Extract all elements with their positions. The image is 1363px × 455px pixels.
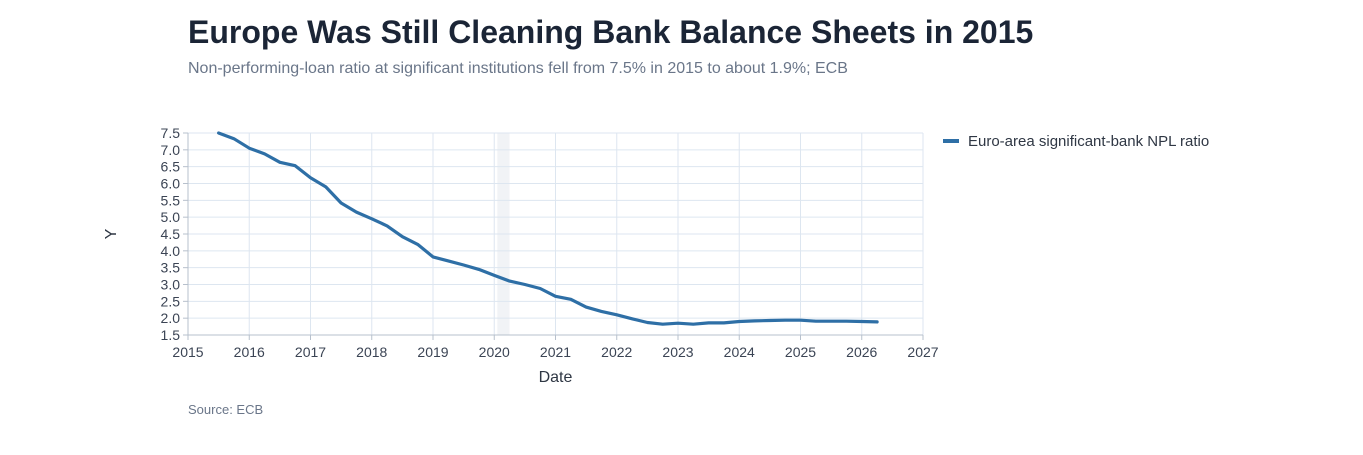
x-tick-label: 2015 xyxy=(172,344,203,360)
y-tick-label: 4.5 xyxy=(161,226,181,242)
y-tick-label: 6.0 xyxy=(161,176,181,192)
legend-label: Euro-area significant-bank NPL ratio xyxy=(968,133,1209,150)
x-tick-label: 2021 xyxy=(540,344,571,360)
y-tick-label: 5.0 xyxy=(161,209,181,225)
axes: 2015 2016 2017 2018 2019 2020 2021 2022 2023 2024… xyxy=(161,125,939,360)
series-layer xyxy=(217,131,879,326)
x-tick-label: 2020 xyxy=(479,344,510,360)
source-note: Source: ECB xyxy=(188,402,264,417)
x-tick-label: 2019 xyxy=(417,344,448,360)
x-tick-label: 2026 xyxy=(846,344,877,360)
legend[interactable]: Euro-area significant-bank NPL ratio xyxy=(943,133,1209,150)
x-tick-label: 2024 xyxy=(724,344,755,360)
y-axis-title: Y xyxy=(103,228,120,239)
y-tick-label: 7.0 xyxy=(161,142,181,158)
y-tick-label: 5.5 xyxy=(161,192,181,208)
y-tick-label: 3.0 xyxy=(161,277,181,293)
x-axis-title: Date xyxy=(539,369,573,386)
chart-subtitle: Non-performing-loan ratio at significant… xyxy=(188,60,848,77)
y-tick-label: 2.0 xyxy=(161,310,181,326)
x-tick-label: 2027 xyxy=(907,344,938,360)
y-tick-label: 1.5 xyxy=(161,327,181,343)
series-line-0 xyxy=(217,131,879,326)
x-tick-label: 2018 xyxy=(356,344,387,360)
x-tick-label: 2016 xyxy=(234,344,265,360)
x-tick-label: 2017 xyxy=(295,344,326,360)
y-tick-label: 6.5 xyxy=(161,159,181,175)
y-tick-label: 2.5 xyxy=(161,293,181,309)
grid-lines xyxy=(187,132,924,336)
chart-title: Europe Was Still Cleaning Bank Balance S… xyxy=(188,14,1034,50)
x-tick-label: 2025 xyxy=(785,344,816,360)
x-tick-label: 2022 xyxy=(601,344,632,360)
y-tick-label: 3.5 xyxy=(161,260,181,276)
y-tick-label: 4.0 xyxy=(161,243,181,259)
x-tick-label: 2023 xyxy=(662,344,693,360)
y-tick-label: 7.5 xyxy=(161,125,181,141)
